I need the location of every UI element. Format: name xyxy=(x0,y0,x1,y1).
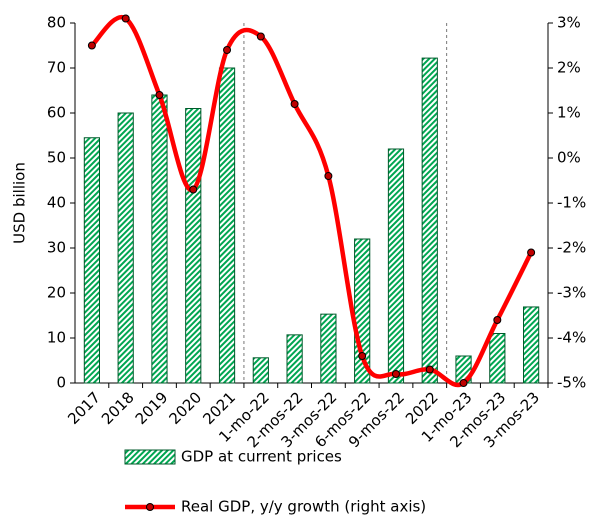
y2-tick-label: -3% xyxy=(557,284,586,302)
y2-tick-label: 0% xyxy=(557,149,581,167)
y2-tick-label: 2% xyxy=(557,59,581,77)
y-tick-label: 20 xyxy=(47,284,66,302)
bar xyxy=(151,94,168,384)
legend-swatch xyxy=(146,503,154,511)
y-tick-label: 40 xyxy=(47,194,66,212)
line-marker xyxy=(87,41,96,50)
line-marker xyxy=(425,365,434,374)
line-marker xyxy=(324,172,333,180)
bar xyxy=(489,333,506,384)
bar xyxy=(185,108,202,384)
line-marker xyxy=(391,370,400,378)
x-tick-label: 2017 xyxy=(64,388,104,428)
y-tick-label: 60 xyxy=(47,104,66,122)
y2-tick-label: -1% xyxy=(557,194,586,212)
y-tick-label: 30 xyxy=(47,239,66,257)
y-tick-label: 70 xyxy=(47,59,66,77)
y-tick-label: 0 xyxy=(56,374,66,392)
line-marker xyxy=(189,185,198,194)
line-marker xyxy=(256,32,265,41)
bar xyxy=(286,334,303,384)
line-marker xyxy=(358,352,367,360)
line-marker xyxy=(155,91,164,99)
y-tick-label: 10 xyxy=(47,329,66,347)
bar xyxy=(117,112,134,384)
line-marker xyxy=(493,316,502,324)
line-marker xyxy=(223,46,232,54)
x-tick-label: 2018 xyxy=(98,388,138,428)
y-tick-label: 80 xyxy=(47,14,66,32)
line xyxy=(90,14,534,388)
x-tick-label: 2019 xyxy=(132,388,172,428)
line-marker xyxy=(527,248,536,257)
bar xyxy=(387,148,405,384)
y-tick-label: 50 xyxy=(47,149,66,167)
x-tick-label: 2020 xyxy=(166,388,206,428)
y2-tick-label: 3% xyxy=(557,14,581,32)
bar xyxy=(421,57,438,384)
y2-tick-label: -4% xyxy=(557,329,586,347)
y-axis-label: USD billion xyxy=(11,162,29,244)
y2-tick-label: -5% xyxy=(557,374,586,392)
legend-label: Real GDP, y/y growth (right axis) xyxy=(181,498,426,516)
bar xyxy=(218,67,236,384)
legend-swatch xyxy=(124,449,176,465)
line-marker xyxy=(459,379,468,387)
line-marker xyxy=(290,100,299,108)
y2-tick-label: -2% xyxy=(557,239,586,257)
bar xyxy=(523,306,540,384)
legend-label: GDP at current prices xyxy=(181,448,342,466)
line-marker xyxy=(121,14,130,23)
bar xyxy=(83,137,100,384)
y2-tick-label: 1% xyxy=(557,104,581,122)
bar xyxy=(252,357,269,384)
bar xyxy=(320,313,337,384)
